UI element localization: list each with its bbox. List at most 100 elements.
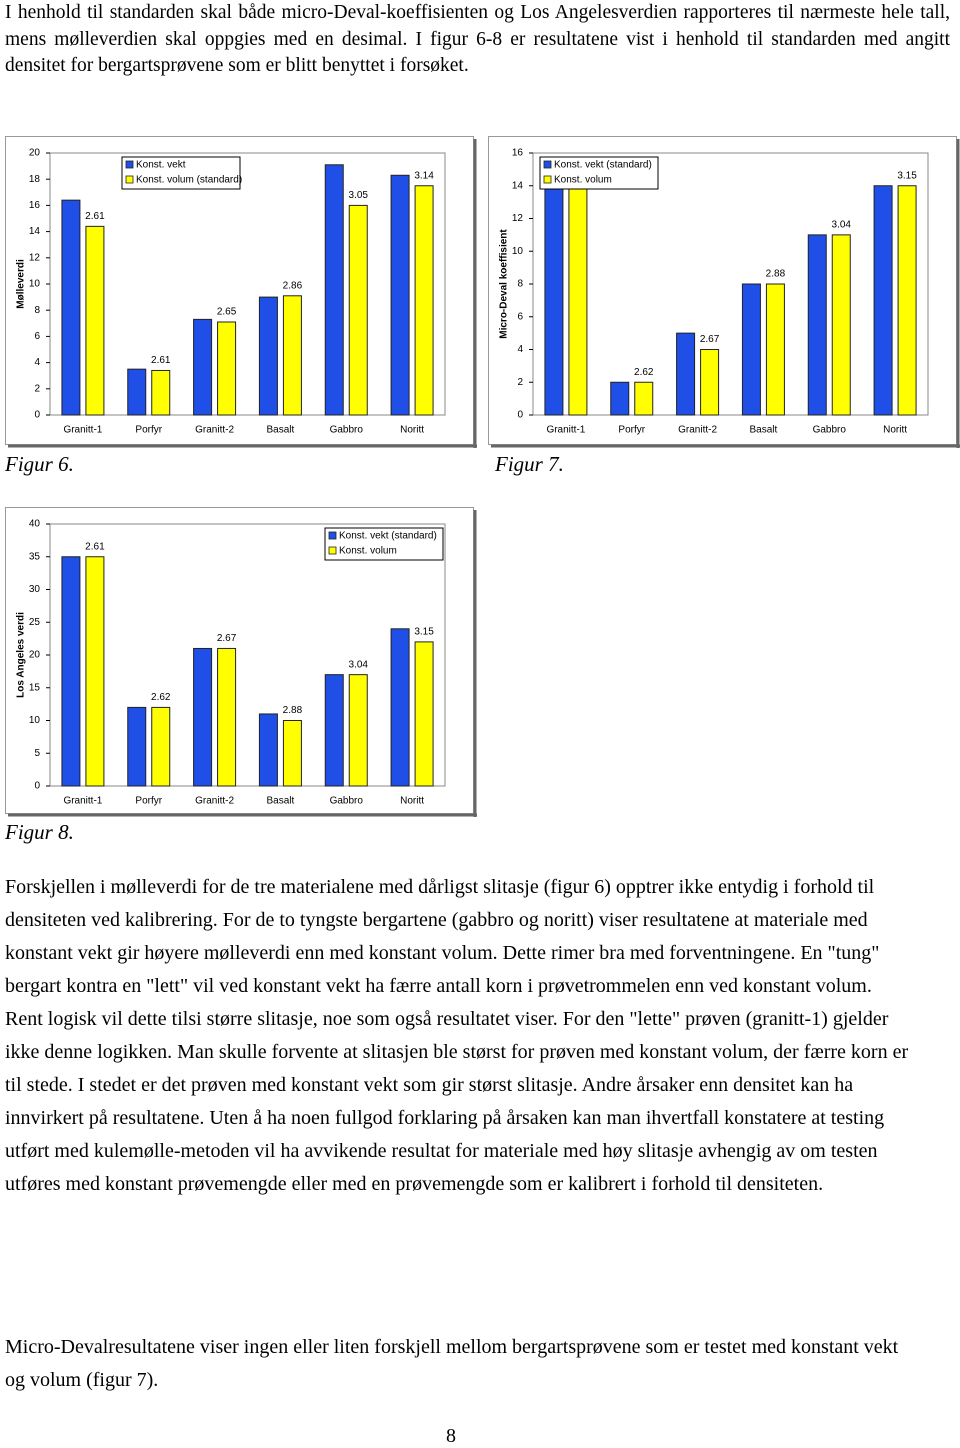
bar-label: 2.67 <box>700 334 720 345</box>
plot-area <box>532 152 929 416</box>
paragraph: Micro-Devalresultatene viser ingen eller… <box>5 1336 899 1391</box>
x-tick-label: Noritt <box>883 425 907 436</box>
y-tick-label: 18 <box>29 174 41 185</box>
x-tick-label: Gabbro <box>330 425 364 436</box>
frame-shadow <box>473 139 477 448</box>
legend-label: Konst. vekt <box>136 160 186 171</box>
legend-label: Konst. volum <box>339 546 397 557</box>
bar <box>741 283 761 416</box>
frame-shadow <box>8 444 477 448</box>
bar <box>610 381 630 416</box>
x-tick-label: Porfyr <box>135 425 162 436</box>
bar <box>127 706 147 787</box>
bar <box>700 349 720 416</box>
bar <box>414 641 434 787</box>
x-tick-label: Gabbro <box>330 796 364 807</box>
bar <box>414 185 434 416</box>
bar <box>151 706 171 787</box>
bar <box>390 628 410 787</box>
bar <box>217 647 237 787</box>
bar <box>348 204 368 416</box>
bar <box>831 234 851 416</box>
x-tick-label: Porfyr <box>618 425 645 436</box>
bar <box>193 318 213 416</box>
y-tick-label: 10 <box>29 715 41 726</box>
frame-shadow <box>956 139 960 448</box>
bar <box>258 713 278 787</box>
x-tick-label: Granitt-1 <box>546 425 585 436</box>
y-axis-label: Mølleverdi <box>16 259 27 309</box>
bar <box>85 556 105 787</box>
chart: 0 5 10 15 20 25 30 35 40 Los Angeles verdi Granitt… <box>5 507 477 817</box>
bar <box>676 332 696 416</box>
bar <box>151 369 171 416</box>
caption: Figur 8. <box>5 820 74 844</box>
bar-label: 2.88 <box>766 269 786 280</box>
bar <box>61 199 81 416</box>
x-tick-label: Basalt <box>750 425 778 436</box>
bar <box>282 295 302 416</box>
y-tick-label: 20 <box>29 148 41 159</box>
legend-label: Konst. vekt (standard) <box>554 160 652 171</box>
bar-label: 2.61 <box>85 211 105 222</box>
legend-swatch <box>543 160 552 169</box>
y-tick-label: 8 <box>517 279 523 290</box>
bar-label: 2.65 <box>217 307 237 318</box>
legend-label: Konst. vekt (standard) <box>339 531 437 542</box>
bar <box>390 174 410 416</box>
bar-label: 2.61 <box>85 541 105 552</box>
x-tick-label: Basalt <box>267 425 295 436</box>
y-tick-label: 6 <box>34 331 40 342</box>
y-tick-label: 14 <box>29 226 41 237</box>
legend-box <box>324 527 444 561</box>
bar <box>324 164 344 416</box>
bar <box>568 186 588 416</box>
bar <box>127 368 147 416</box>
y-tick-label: 5 <box>34 748 40 759</box>
bar <box>807 234 827 416</box>
legend-swatch <box>543 175 552 184</box>
y-tick-label: 12 <box>512 213 524 224</box>
y-tick-label: 6 <box>517 311 523 322</box>
legend-box <box>539 156 659 190</box>
bar-label: 2.62 <box>151 692 171 703</box>
page-number: 8 <box>446 1425 456 1447</box>
x-tick-label: Basalt <box>267 796 295 807</box>
bar-label: 3.14 <box>414 170 434 181</box>
y-tick-label: 30 <box>29 584 41 595</box>
bar-label: 2.88 <box>283 705 303 716</box>
y-tick-label: 20 <box>29 650 41 661</box>
y-tick-label: 0 <box>517 410 523 421</box>
frame-shadow <box>8 813 477 817</box>
bar <box>258 296 278 416</box>
y-axis-label: Micro-Deval koeffisient <box>499 229 510 339</box>
bar <box>324 674 344 787</box>
y-tick-label: 10 <box>512 246 524 257</box>
y-tick-label: 15 <box>29 682 41 693</box>
caption: Figur 6. <box>5 452 74 476</box>
bar-label: 3.04 <box>349 659 369 670</box>
y-tick-label: 16 <box>512 148 524 159</box>
plot-area <box>49 523 446 787</box>
bar <box>348 674 368 787</box>
y-tick-label: 35 <box>29 551 41 562</box>
caption: Figur 7. <box>495 452 564 476</box>
bar <box>217 321 237 416</box>
bar <box>85 225 105 416</box>
legend-swatch <box>125 175 134 184</box>
bar <box>61 556 81 787</box>
y-tick-label: 0 <box>34 781 40 792</box>
y-tick-label: 12 <box>29 252 41 263</box>
y-tick-label: 40 <box>29 519 41 530</box>
y-tick-label: 10 <box>29 279 41 290</box>
y-tick-label: 14 <box>512 180 524 191</box>
bar-label: 2.67 <box>217 633 237 644</box>
y-tick-label: 4 <box>34 357 40 368</box>
legend-swatch <box>328 546 337 555</box>
paragraph: Forskjellen i mølleverdi for de tre mate… <box>5 876 909 1195</box>
legend-label: Konst. volum <box>554 175 612 186</box>
bar-label: 3.04 <box>832 220 852 231</box>
frame-shadow <box>491 444 960 448</box>
x-tick-label: Granitt-2 <box>195 425 234 436</box>
bar <box>544 186 564 416</box>
